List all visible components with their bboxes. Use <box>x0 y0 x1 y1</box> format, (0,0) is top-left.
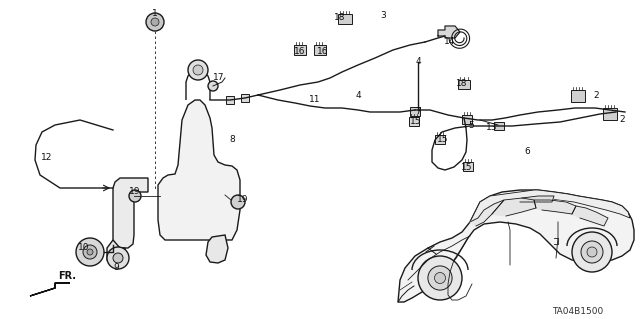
Text: 13: 13 <box>486 122 498 131</box>
Bar <box>458 80 470 89</box>
Text: 18: 18 <box>334 13 346 23</box>
Bar <box>410 107 420 116</box>
Polygon shape <box>30 283 70 296</box>
Bar <box>338 14 352 24</box>
Polygon shape <box>492 198 536 216</box>
Bar <box>462 115 472 124</box>
Circle shape <box>76 238 104 266</box>
Text: 19: 19 <box>129 188 141 197</box>
Text: 2: 2 <box>593 92 599 100</box>
Circle shape <box>129 190 141 202</box>
Circle shape <box>587 247 597 257</box>
Circle shape <box>428 266 452 290</box>
Text: 3: 3 <box>380 11 386 19</box>
Text: 2: 2 <box>619 115 625 124</box>
Text: 9: 9 <box>113 263 119 272</box>
Bar <box>294 45 306 55</box>
Bar <box>435 135 445 144</box>
Polygon shape <box>520 196 554 202</box>
Text: 4: 4 <box>415 57 421 66</box>
Circle shape <box>231 195 245 209</box>
Text: 19: 19 <box>237 196 249 204</box>
Circle shape <box>107 247 129 269</box>
Polygon shape <box>113 178 148 248</box>
Circle shape <box>581 241 603 263</box>
Bar <box>603 108 617 120</box>
Text: 17: 17 <box>213 72 225 81</box>
Text: 15: 15 <box>437 136 449 145</box>
Text: 16: 16 <box>294 48 306 56</box>
Polygon shape <box>572 206 608 226</box>
Bar <box>241 94 249 102</box>
Text: 5: 5 <box>468 121 474 130</box>
Text: 1: 1 <box>152 10 158 19</box>
Circle shape <box>87 249 93 255</box>
Circle shape <box>113 253 123 263</box>
Circle shape <box>208 81 218 91</box>
Bar <box>494 122 504 130</box>
Circle shape <box>188 60 208 80</box>
Polygon shape <box>107 240 125 264</box>
Polygon shape <box>470 200 504 226</box>
Circle shape <box>83 245 97 259</box>
Circle shape <box>146 13 164 31</box>
Circle shape <box>151 18 159 26</box>
Bar <box>409 117 419 126</box>
Circle shape <box>193 65 203 75</box>
Text: 12: 12 <box>42 152 52 161</box>
Text: 15: 15 <box>461 164 473 173</box>
Text: 16: 16 <box>317 48 329 56</box>
Text: FR.: FR. <box>58 271 76 281</box>
Text: TA04B1500: TA04B1500 <box>552 308 604 316</box>
Text: 8: 8 <box>229 136 235 145</box>
Polygon shape <box>206 235 228 263</box>
Text: 18: 18 <box>456 78 468 87</box>
Bar <box>571 90 585 102</box>
Text: 4: 4 <box>355 91 361 100</box>
Text: 6: 6 <box>524 147 530 157</box>
Circle shape <box>572 232 612 272</box>
Bar <box>314 45 326 55</box>
Text: 15: 15 <box>410 117 422 127</box>
Polygon shape <box>438 26 460 38</box>
Polygon shape <box>534 200 576 214</box>
Bar <box>226 96 234 104</box>
Text: 10: 10 <box>78 243 90 253</box>
Circle shape <box>418 256 462 300</box>
Polygon shape <box>158 100 240 240</box>
Text: 7: 7 <box>415 108 421 116</box>
Text: 14: 14 <box>444 38 456 47</box>
Bar <box>463 162 473 171</box>
Polygon shape <box>470 190 630 222</box>
Polygon shape <box>398 190 634 302</box>
Circle shape <box>435 272 445 284</box>
Text: 11: 11 <box>309 95 321 105</box>
